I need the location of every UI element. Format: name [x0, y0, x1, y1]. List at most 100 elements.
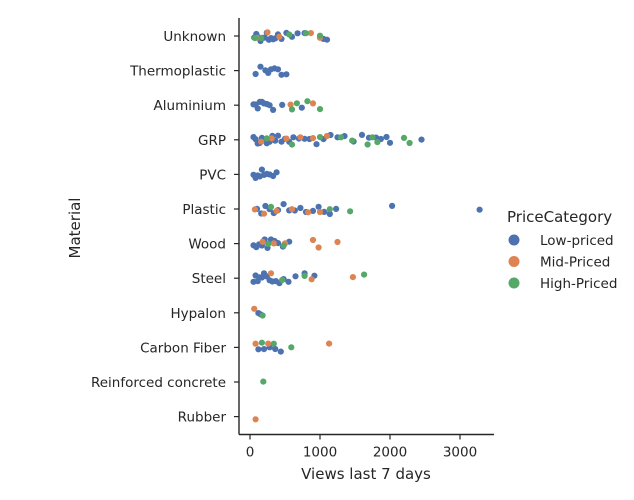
point-high-priced [302, 30, 310, 37]
point-mid-priced [270, 240, 277, 247]
point-low-priced [383, 133, 390, 141]
legend-title: PriceCategory [507, 208, 612, 226]
point-mid-priced [315, 244, 322, 251]
point-low-priced [294, 30, 301, 37]
y-tick-label-pvc: PVC [199, 167, 226, 183]
point-low-priced [297, 204, 304, 212]
x-axis-label: Views last 7 days [301, 465, 431, 483]
point-low-priced [266, 102, 273, 109]
y-axis-label: Material [66, 198, 84, 259]
point-low-priced [283, 71, 290, 78]
point-mid-priced [283, 135, 290, 142]
point-low-priced [278, 71, 285, 78]
point-low-priced [290, 134, 297, 141]
point-high-priced [280, 242, 287, 249]
legend: PriceCategory Low-priced Mid-Priced High-P… [507, 208, 617, 292]
point-mid-priced [267, 270, 275, 277]
point-low-priced [292, 273, 299, 280]
point-low-priced [333, 205, 340, 212]
legend-marker-mid-priced [508, 256, 520, 267]
point-low-priced [252, 70, 259, 78]
point-mid-priced [276, 33, 283, 40]
y-tick-label-aluminium: Aluminium [154, 98, 226, 114]
point-low-priced [418, 136, 425, 143]
point-high-priced [288, 106, 296, 113]
point-low-priced [358, 131, 366, 138]
point-mid-priced [259, 238, 266, 245]
x-tick-label-0: 0 [246, 445, 255, 461]
point-high-priced [265, 240, 272, 247]
point-mid-priced [305, 209, 312, 216]
point-low-priced [476, 206, 483, 213]
point-low-priced [309, 207, 317, 214]
point-low-priced [273, 169, 280, 176]
legend-label-low-priced: Low-priced [540, 233, 614, 249]
point-high-priced [260, 378, 267, 385]
point-high-priced [326, 206, 333, 213]
x-tick-label-1000: 1000 [303, 445, 337, 461]
point-mid-priced [273, 207, 280, 215]
point-high-priced [293, 100, 300, 107]
point-high-priced [304, 98, 311, 105]
point-low-priced [285, 278, 292, 285]
legend-marker-high-priced [508, 277, 520, 289]
point-low-priced [298, 104, 305, 111]
y-tick-label-hypalon: Hypalon [170, 306, 226, 322]
point-mid-priced [264, 29, 271, 36]
axes [238, 18, 494, 436]
point-high-priced [288, 141, 296, 148]
point-high-priced [301, 272, 308, 279]
point-low-priced [270, 106, 277, 113]
legend-label-mid-priced: Mid-Priced [540, 255, 610, 271]
point-high-priced [258, 339, 265, 346]
point-low-priced [386, 139, 394, 146]
point-mid-priced [287, 101, 294, 108]
point-mid-priced [309, 236, 317, 244]
point-mid-priced [309, 135, 317, 142]
point-high-priced [406, 139, 413, 147]
x-tick-label-2000: 2000 [373, 445, 407, 461]
y-tick-label-rubber: Rubber [178, 410, 227, 426]
y-tick-label-carbon-fiber: Carbon Fiber [140, 340, 226, 356]
point-high-priced [267, 203, 275, 210]
y-tick-label-wood: Wood [188, 237, 226, 253]
point-low-priced [313, 141, 320, 148]
point-low-priced [260, 346, 268, 353]
point-high-priced [279, 276, 286, 284]
point-low-priced [280, 201, 287, 208]
point-low-priced [272, 345, 279, 353]
point-mid-priced [260, 210, 268, 217]
point-mid-priced [307, 29, 314, 37]
point-low-priced [389, 202, 396, 209]
point-mid-priced [252, 340, 259, 347]
point-mid-priced [251, 206, 258, 213]
point-low-priced [262, 202, 269, 210]
y-tick-label-steel: Steel [192, 271, 226, 287]
point-mid-priced [268, 135, 275, 142]
legend-marker-low-priced [508, 234, 520, 246]
point-mid-priced [265, 340, 272, 347]
point-mid-priced [349, 274, 356, 281]
point-high-priced [349, 137, 356, 144]
point-mid-priced [323, 132, 331, 140]
point-mid-priced [316, 208, 324, 216]
y-tick-label-unknown: Unknown [163, 29, 226, 45]
point-low-priced [255, 346, 262, 353]
point-low-priced [277, 348, 284, 355]
x-ticks: 0 1000 2000 3000 [246, 434, 477, 461]
point-mid-priced [334, 238, 341, 246]
point-low-priced [323, 36, 331, 43]
point-high-priced [251, 35, 258, 42]
point-low-priced [326, 210, 333, 218]
point-high-priced [369, 134, 376, 141]
point-high-priced [347, 208, 354, 215]
point-low-priced [274, 132, 282, 139]
point-low-priced [279, 101, 286, 108]
point-mid-priced [297, 134, 304, 141]
point-high-priced [364, 141, 371, 148]
point-high-priced [316, 106, 324, 113]
point-low-priced [274, 66, 282, 73]
data-points [250, 29, 483, 423]
point-high-priced [337, 134, 345, 141]
